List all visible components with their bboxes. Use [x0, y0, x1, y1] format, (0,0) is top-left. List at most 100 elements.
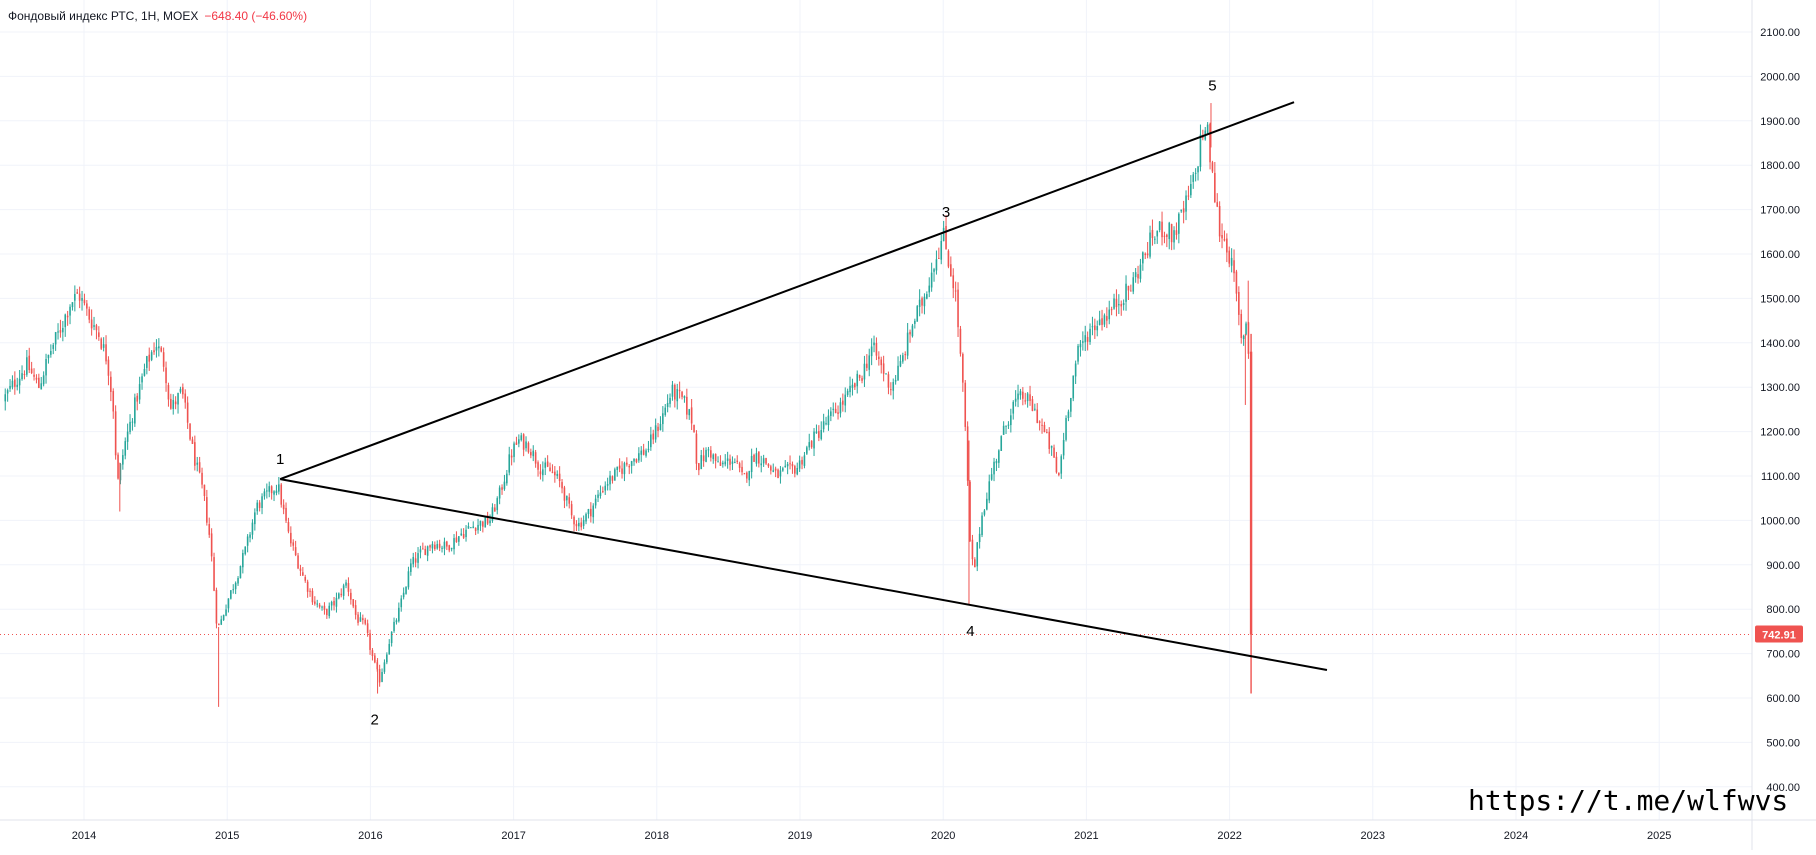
candle-body — [16, 384, 19, 387]
candle-body — [978, 533, 981, 543]
candle-body — [302, 572, 304, 576]
candle-body — [299, 568, 302, 571]
candle-body — [662, 413, 664, 425]
candle-body — [707, 449, 710, 451]
candle-body — [378, 668, 381, 683]
candle-body — [76, 292, 79, 294]
candle-body — [1168, 222, 1171, 240]
candle-body — [1242, 335, 1245, 340]
candle-body — [510, 455, 513, 458]
candle-body — [1223, 239, 1226, 241]
candle-body — [458, 536, 460, 542]
lower-trendline[interactable] — [280, 478, 1328, 672]
candle-body — [806, 447, 808, 454]
candle-body — [1211, 162, 1214, 172]
candle-body — [412, 557, 415, 565]
candle-body — [690, 407, 693, 424]
candle-body — [1214, 172, 1216, 202]
candle-body — [18, 378, 21, 386]
candle-body — [1055, 456, 1058, 473]
candle-body — [1233, 260, 1235, 274]
candle-body — [143, 368, 146, 376]
candle-body — [767, 464, 770, 467]
trendlines[interactable] — [279, 101, 1328, 672]
candle-body — [897, 365, 899, 381]
candle-body — [124, 441, 127, 456]
candle-body — [962, 354, 964, 383]
candle-body — [940, 240, 943, 260]
candle-body — [748, 471, 751, 481]
candle-body — [261, 496, 263, 508]
candle-body — [710, 450, 712, 458]
candle-body — [686, 396, 688, 415]
candle-body — [911, 325, 914, 337]
candle-body — [983, 510, 986, 515]
candle-body — [117, 454, 119, 479]
candle-body — [1173, 230, 1175, 243]
candle-body — [66, 315, 69, 318]
symbol-title[interactable]: Фондовый индекс РТС, 1Н, MOEX — [8, 9, 199, 23]
candle-body — [674, 384, 676, 400]
candle-body — [1194, 172, 1197, 174]
candle-body — [844, 394, 847, 406]
candle-body — [722, 462, 724, 465]
candle-body — [1000, 436, 1003, 451]
candle-body — [417, 553, 419, 563]
candle-body — [556, 473, 559, 476]
candle-body — [244, 546, 247, 554]
candle-body — [525, 441, 527, 449]
candle-body — [491, 507, 494, 521]
candle-body — [834, 408, 837, 414]
x-tick-label: 2024 — [1504, 830, 1528, 842]
candle-body — [239, 566, 242, 579]
candle-body — [822, 421, 825, 430]
candle-body — [760, 463, 763, 466]
last-price-tag[interactable] — [1755, 625, 1803, 643]
candle-body — [234, 582, 237, 590]
candle-body — [750, 455, 753, 473]
candle-body — [950, 264, 952, 277]
candle-body — [616, 466, 619, 470]
candle-body — [194, 442, 196, 466]
candle-body — [122, 455, 124, 465]
candle-body — [330, 601, 333, 606]
candle-body — [1065, 418, 1067, 440]
candle-body — [316, 603, 319, 605]
candle-body — [882, 363, 885, 374]
candle-body — [801, 459, 803, 465]
candle-body — [335, 597, 338, 607]
candle-body — [1151, 229, 1154, 239]
candle-body — [1182, 208, 1185, 213]
candle-body — [1206, 124, 1209, 133]
candle-body — [206, 497, 208, 523]
candle-body — [947, 250, 950, 267]
candle-body — [1050, 445, 1053, 448]
candle-body — [868, 355, 871, 370]
candle-body — [1202, 137, 1204, 139]
candle-body — [57, 331, 59, 333]
candle-body — [573, 516, 575, 525]
candle-body — [1082, 341, 1084, 343]
candle-body — [1079, 343, 1082, 348]
candle-body — [558, 473, 561, 481]
candle-body — [784, 465, 787, 468]
candle-body — [62, 327, 64, 333]
candle-body — [645, 450, 647, 456]
wave-labels: 1 2 3 4 5 — [276, 77, 1217, 728]
candle-body — [988, 481, 991, 501]
candle-body — [1106, 316, 1108, 321]
candle-body — [597, 494, 599, 498]
candle-body — [606, 484, 609, 486]
candle-body — [383, 662, 386, 672]
candle-body — [21, 373, 23, 380]
upper-trendline[interactable] — [279, 101, 1295, 481]
candle-body — [515, 442, 518, 445]
candle-body — [102, 344, 105, 348]
candle-body — [971, 539, 974, 560]
symbol-header[interactable]: Фондовый индекс РТС, 1Н, MOEX −648.40 (−4… — [8, 9, 307, 23]
candle-body — [254, 512, 256, 525]
candle-body — [714, 453, 717, 461]
